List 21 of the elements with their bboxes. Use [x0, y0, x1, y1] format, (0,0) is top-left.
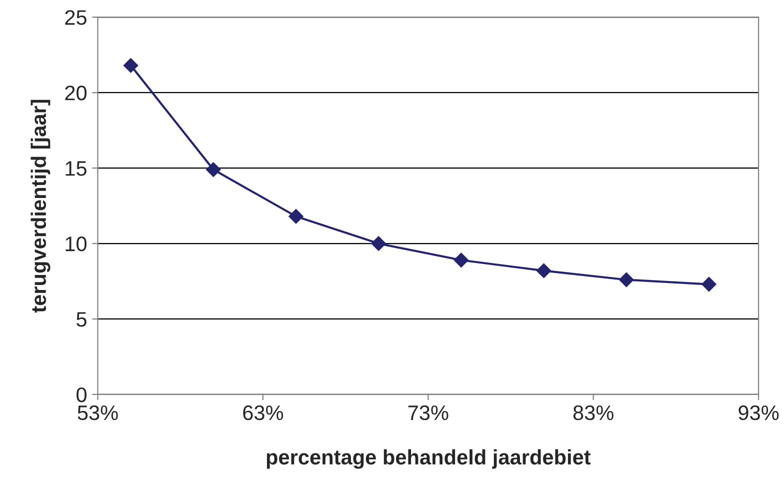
- x-tick-label: 73%: [408, 405, 448, 420]
- point: [288, 208, 304, 224]
- x-tick-label: 83%: [573, 405, 614, 420]
- y-tick-label: 20: [65, 86, 87, 100]
- x-tick-label: 93%: [738, 405, 779, 420]
- y-tick-label: 15: [66, 161, 86, 176]
- point: [123, 58, 138, 73]
- x-axis-title: percentage behandeld jaardebiet: [266, 449, 591, 469]
- y-tick-label: 10: [66, 236, 87, 252]
- point: [206, 162, 221, 177]
- y-tick-label: 25: [65, 10, 86, 25]
- y-tick-label: 0: [76, 387, 87, 402]
- point: [702, 276, 716, 292]
- x-tick-label: 63%: [243, 405, 284, 420]
- point: [618, 272, 634, 288]
- x-tick-label: 53%: [78, 405, 118, 420]
- y-axis-title: terugverdientijd [jaar]: [30, 100, 50, 313]
- point: [371, 236, 386, 251]
- point: [536, 263, 552, 278]
- y-tick-label: 5: [76, 312, 86, 327]
- point: [454, 252, 469, 268]
